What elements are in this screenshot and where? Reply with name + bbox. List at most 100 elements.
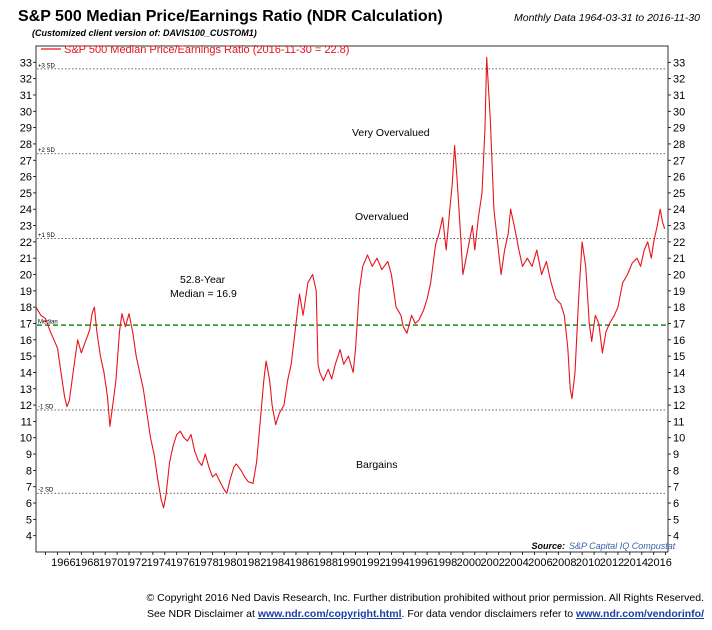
y-tick-label-left-20: 20 [20, 270, 32, 282]
y-tick-label-right-26: 26 [673, 172, 685, 184]
chart-title: S&P 500 Median Price/Earnings Ratio (NDR… [18, 8, 443, 25]
chart-subtitle: (Customized client version of: DAVIS100_… [32, 28, 257, 38]
x-tick-label-2000: 2000 [457, 557, 481, 569]
y-tick-label-left-4: 4 [26, 531, 32, 543]
y-tick-label-left-24: 24 [20, 204, 32, 216]
y-tick-label-right-27: 27 [673, 155, 685, 167]
y-tick-label-right-19: 19 [673, 286, 685, 298]
x-tick-label-2004: 2004 [504, 557, 528, 569]
x-tick-label-2016: 2016 [647, 557, 671, 569]
y-tick-label-right-9: 9 [673, 449, 679, 461]
reference-label-1: +2 SD [38, 148, 56, 154]
y-tick-label-right-16: 16 [673, 335, 685, 347]
x-axis-ticks: 1966 1968 1970 1972 1974 1976 1978 1980 1982 1984… [45, 552, 672, 569]
x-tick-label-1966: 1966 [51, 557, 75, 569]
date-range-label: Monthly Data 1964-03-31 to 2016-11-30 [513, 12, 700, 24]
pe-ratio-chart: +3 SD +2 SD +1 SD Median -1 SD -2 SD 4 4 5 5 6 6 7 7… [20, 44, 686, 569]
x-tick-label-2010: 2010 [576, 557, 600, 569]
reference-label-4: -1 SD [38, 404, 54, 410]
y-tick-label-right-33: 33 [673, 57, 685, 69]
y-tick-label-right-28: 28 [673, 139, 685, 151]
y-tick-label-left-7: 7 [26, 482, 32, 494]
footer-disclaimer-prefix: See NDR Disclaimer at [146, 608, 258, 620]
x-tick-label-1976: 1976 [170, 557, 194, 569]
reference-label-2: +1 SD [38, 233, 56, 239]
y-tick-label-right-15: 15 [673, 351, 685, 363]
y-tick-label-right-13: 13 [673, 384, 685, 396]
y-tick-label-left-19: 19 [20, 286, 32, 298]
y-tick-label-left-6: 6 [26, 498, 32, 510]
y-tick-label-right-17: 17 [673, 318, 685, 330]
x-tick-label-1986: 1986 [290, 557, 314, 569]
annotation-overvalued: Overvalued [355, 211, 409, 223]
y-tick-label-left-28: 28 [20, 139, 32, 151]
y-tick-label-right-21: 21 [673, 253, 685, 265]
y-tick-label-left-16: 16 [20, 335, 32, 347]
y-tick-label-right-10: 10 [673, 433, 685, 445]
y-tick-label-left-5: 5 [26, 514, 32, 526]
series-line-0 [35, 56, 666, 509]
y-tick-label-left-11: 11 [21, 416, 32, 428]
y-tick-label-left-8: 8 [26, 465, 32, 477]
y-tick-label-right-7: 7 [673, 482, 679, 494]
x-tick-label-1982: 1982 [242, 557, 266, 569]
annotation-bargains: Bargains [356, 459, 397, 471]
y-tick-label-left-33: 33 [20, 57, 32, 69]
vendorinfo-link[interactable]: www.ndr.com/vendorinfo/ [576, 608, 704, 620]
y-tick-label-right-6: 6 [673, 498, 679, 510]
x-tick-label-1968: 1968 [75, 557, 99, 569]
plot-frame [35, 45, 669, 553]
x-tick-label-2006: 2006 [528, 557, 552, 569]
footer-disclaimer: See NDR Disclaimer at www.ndr.com/copyri… [147, 608, 704, 620]
y-tick-label-right-8: 8 [673, 465, 679, 477]
y-tick-label-right-18: 18 [673, 302, 685, 314]
y-tick-label-left-17: 17 [20, 318, 32, 330]
y-tick-label-left-12: 12 [20, 400, 32, 412]
x-tick-label-1980: 1980 [218, 557, 242, 569]
reference-label-0: +3 SD [38, 63, 56, 69]
y-tick-label-left-27: 27 [20, 155, 32, 167]
reference-lines: +3 SD +2 SD +1 SD Median -1 SD -2 SD [37, 63, 667, 494]
reference-label-3: Median [38, 320, 58, 326]
y-tick-label-right-11: 11 [673, 416, 684, 428]
y-tick-label-left-10: 10 [20, 433, 32, 445]
x-tick-label-2008: 2008 [552, 557, 576, 569]
reference-label-5: -2 SD [38, 488, 54, 494]
y-tick-label-right-30: 30 [673, 106, 685, 118]
y-tick-label-right-29: 29 [673, 123, 685, 135]
y-tick-label-left-13: 13 [20, 384, 32, 396]
y-tick-label-right-5: 5 [673, 514, 679, 526]
y-tick-label-left-9: 9 [26, 449, 32, 461]
y-tick-label-left-22: 22 [20, 237, 32, 249]
source-label: Source: [531, 541, 565, 551]
annotation-very-overvalued: Very Overvalued [352, 127, 430, 139]
y-tick-label-right-12: 12 [673, 400, 685, 412]
x-tick-label-1972: 1972 [123, 557, 147, 569]
y-tick-label-left-25: 25 [20, 188, 32, 200]
x-tick-label-2014: 2014 [624, 557, 648, 569]
copyright-link[interactable]: www.ndr.com/copyright.html [257, 608, 402, 620]
source-value: S&P Capital IQ Compustat [569, 541, 676, 551]
footer-disclaimer-mid: . For data vendor disclaimers refer to [401, 608, 577, 620]
y-tick-label-left-15: 15 [20, 351, 32, 363]
x-tick-label-2012: 2012 [600, 557, 624, 569]
y-tick-label-right-4: 4 [673, 531, 679, 543]
x-tick-label-1992: 1992 [361, 557, 385, 569]
y-tick-label-left-32: 32 [20, 74, 32, 86]
x-tick-label-2002: 2002 [480, 557, 504, 569]
annotation-median-value: Median = 16.9 [170, 288, 237, 300]
y-tick-label-left-26: 26 [20, 172, 32, 184]
footer-copyright: © Copyright 2016 Ned Davis Research, Inc… [146, 592, 705, 604]
y-tick-label-right-31: 31 [673, 90, 685, 102]
y-tick-label-left-14: 14 [20, 367, 32, 379]
legend-label: S&P 500 Median Price/Earnings Ratio (201… [64, 44, 349, 56]
y-tick-label-right-25: 25 [673, 188, 685, 200]
y-tick-label-left-31: 31 [20, 90, 32, 102]
y-axis-ticks: 4 4 5 5 6 6 7 7 8 8 9 9 10 10 11 11 12 12 13 13 14 14 15 15 16 16… [20, 57, 686, 542]
y-tick-label-left-21: 21 [20, 253, 32, 265]
x-tick-label-1988: 1988 [314, 557, 338, 569]
y-tick-label-right-20: 20 [673, 270, 685, 282]
x-tick-label-1978: 1978 [194, 557, 218, 569]
y-tick-label-left-23: 23 [20, 221, 32, 233]
annotation-median-years: 52.8-Year [180, 274, 226, 286]
